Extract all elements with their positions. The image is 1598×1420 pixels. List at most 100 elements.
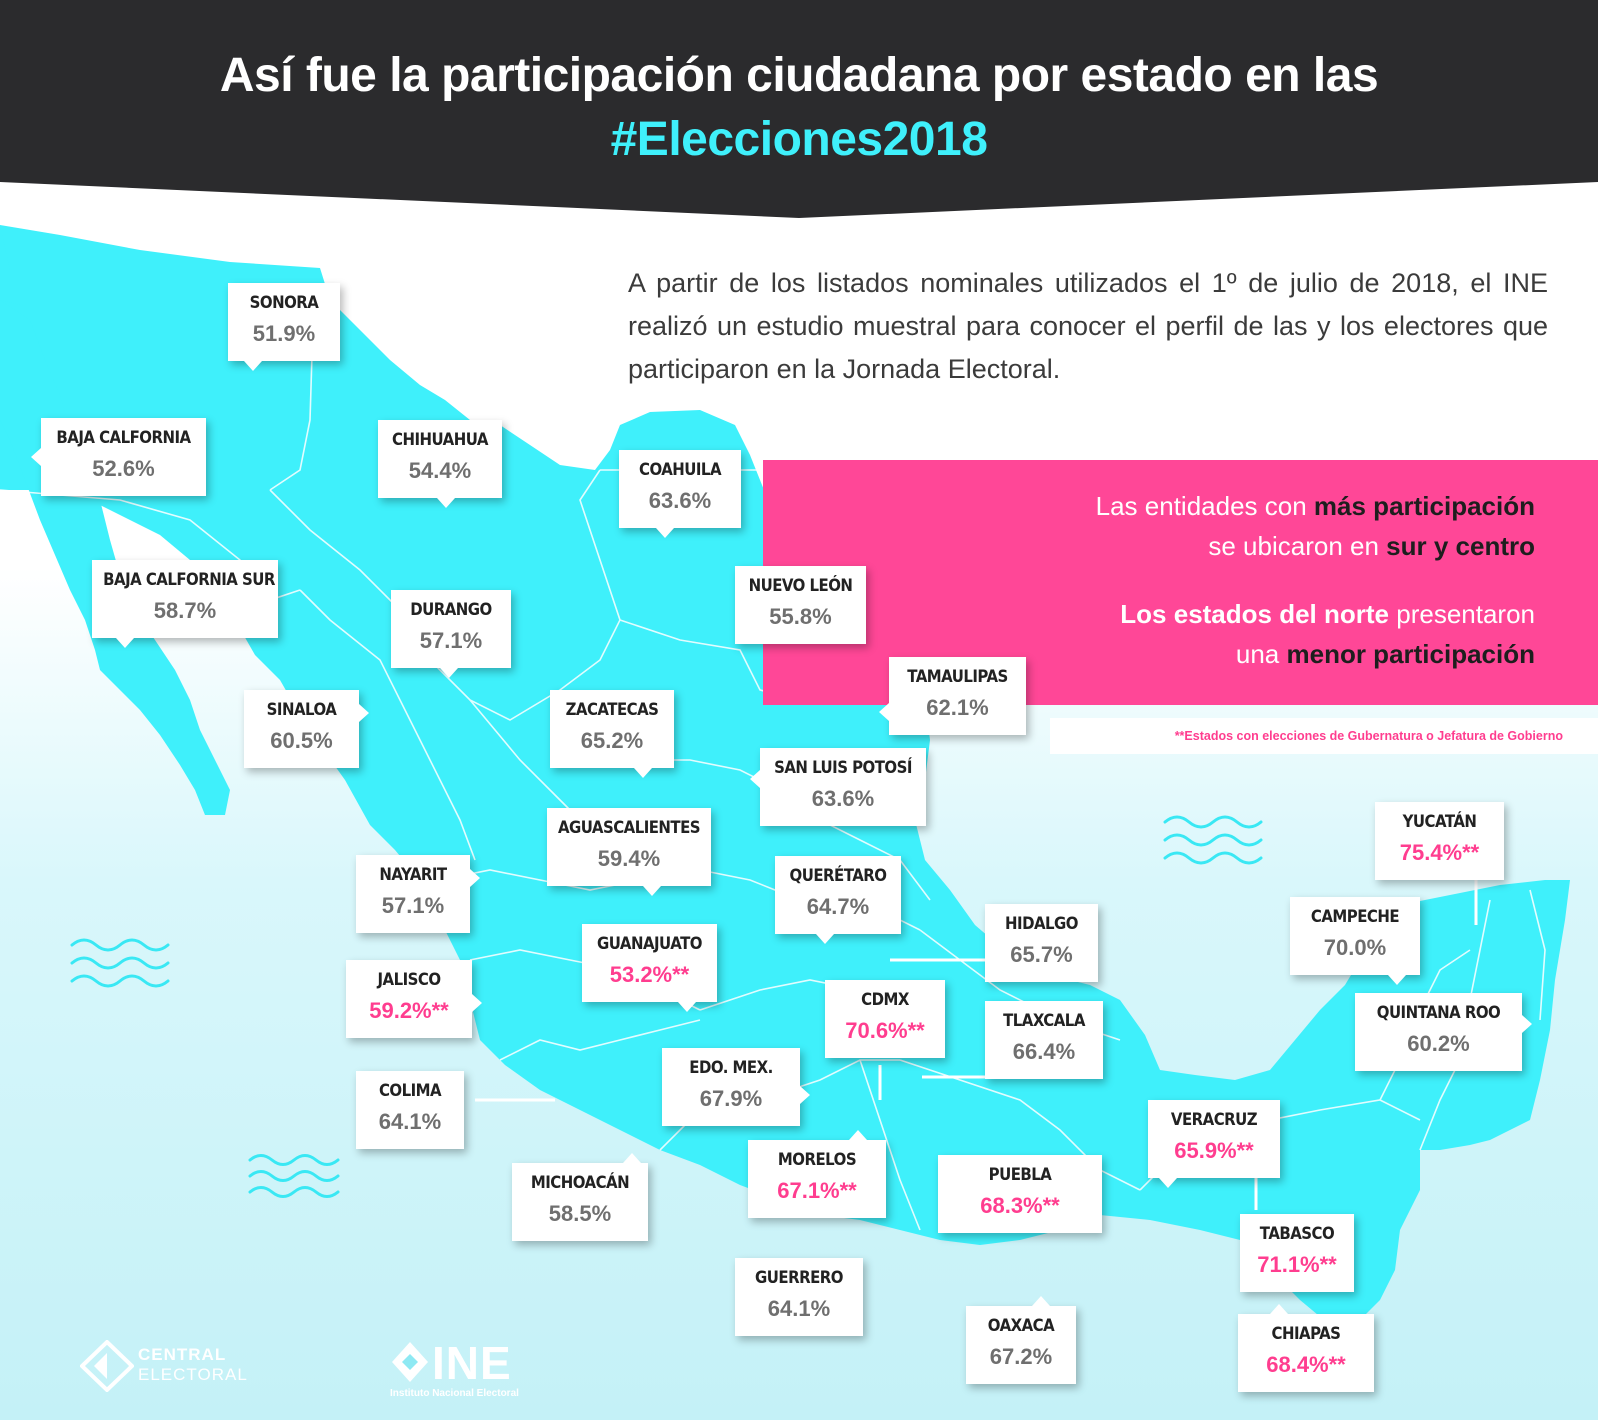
label-pointer (1031, 1296, 1050, 1306)
label-pointer (437, 498, 456, 508)
state-value: 67.1%** (777, 1178, 857, 1203)
label-pointer (470, 869, 480, 888)
highlight-line-1: Las entidades con más participación (1095, 491, 1535, 521)
label-pointer (816, 934, 835, 944)
state-value: 64.1% (767, 1296, 831, 1321)
highlight-line-2: se ubicaron en sur y centro (1208, 531, 1535, 561)
state-name: TLAXCALA (1003, 1011, 1085, 1031)
state-value: 70.6%** (845, 1018, 925, 1043)
state-name: YUCATÁN (1402, 812, 1477, 832)
state-label-oaxaca: OAXACA 67.2% (966, 1296, 1076, 1384)
label-pointer (1269, 1304, 1288, 1314)
state-label-zacatecas: ZACATECAS 65.2% (550, 690, 674, 778)
state-label-coahuila: COAHUILA 63.6% (619, 450, 741, 538)
header-banner: Así fue la participación ciudadana por e… (0, 0, 1598, 220)
state-value: 68.4%** (1266, 1352, 1346, 1377)
state-label-michoacan: MICHOACÁN 58.5% (512, 1153, 648, 1241)
state-name: SONORA (249, 293, 319, 313)
state-name: JALISCO (377, 970, 441, 990)
state-name: COAHUILA (638, 460, 722, 480)
state-label-guanajuato: GUANAJUATO 53.2%** (582, 924, 717, 1012)
state-value: 55.8% (769, 604, 832, 629)
state-name: BAJA CALFORNIA (56, 428, 191, 448)
state-label-cdmx: CDMX 70.6%** (825, 980, 945, 1058)
state-value: 75.4%** (1399, 840, 1480, 865)
state-value: 63.6% (811, 786, 875, 811)
state-value: 64.1% (378, 1109, 442, 1134)
state-value: 60.2% (1407, 1031, 1470, 1056)
label-pointer (642, 886, 661, 896)
label-pointer (622, 1153, 641, 1163)
state-label-baja-california: BAJA CALFORNIA 52.6% (31, 418, 206, 496)
state-label-baja-california-sur: BAJA CALFORNIA SUR 58.7% (92, 560, 278, 648)
label-pointer (678, 1002, 697, 1012)
central-electoral-text-1: CENTRAL (138, 1345, 227, 1364)
state-value: 66.4% (1012, 1039, 1076, 1064)
page-hashtag: #Elecciones2018 (610, 113, 988, 166)
state-name: CDMX (861, 990, 909, 1010)
state-label-veracruz: VERACRUZ 65.9%** (1148, 1100, 1280, 1188)
state-name: COLIMA (378, 1081, 442, 1101)
state-label-morelos: MORELOS 67.1%** (748, 1130, 886, 1218)
state-label-colima: COLIMA 64.1% (356, 1071, 464, 1149)
state-label-queretaro: QUERÉTARO 64.7% (775, 856, 901, 944)
central-electoral-logo: CENTRAL ELECTORAL (79, 1339, 247, 1397)
state-label-nayarit: NAYARIT 57.1% (356, 855, 480, 933)
label-pointer (1522, 1015, 1532, 1034)
state-name: EDO. MEX. (689, 1058, 773, 1078)
state-label-tamaulipas: TAMAULIPAS 62.1% (879, 657, 1026, 735)
state-name: TAMAULIPAS (907, 667, 1008, 687)
state-value: 51.9% (252, 321, 316, 346)
label-pointer (359, 704, 369, 723)
state-value: 53.2%** (609, 962, 690, 987)
state-name: SINALOA (266, 700, 337, 720)
state-name: OAXACA (987, 1316, 1055, 1336)
state-name: NUEVO LEÓN (748, 576, 853, 596)
state-label-puebla: PUEBLA 68.3%** (938, 1155, 1102, 1233)
state-name: TABASCO (1259, 1224, 1335, 1244)
state-value: 59.2%** (369, 998, 449, 1023)
state-label-chihuahua: CHIHUAHUA 54.4% (378, 420, 502, 508)
label-pointer (879, 702, 889, 721)
state-name: CHIAPAS (1271, 1324, 1341, 1344)
central-electoral-text-2: ELECTORAL (138, 1365, 248, 1384)
state-value: 57.1% (419, 628, 483, 653)
state-value: 63.6% (648, 488, 712, 513)
state-value: 67.2% (989, 1344, 1053, 1369)
state-label-nuevo-leon: NUEVO LEÓN 55.8% (735, 566, 866, 644)
ine-wordmark: INE (432, 1337, 512, 1389)
highlight-line-3: Los estados del norte presentaron (1120, 599, 1535, 629)
state-name: NAYARIT (379, 865, 447, 885)
state-label-chiapas: CHIAPAS 68.4%** (1238, 1304, 1374, 1392)
highlight-line-4: una menor participación (1235, 639, 1535, 669)
state-value: 58.5% (548, 1201, 612, 1226)
label-pointer (116, 638, 135, 648)
ine-logo: INE Instituto Nacional Electoral (390, 1337, 519, 1399)
state-name: PUEBLA (988, 1165, 1052, 1185)
state-value: 62.1% (926, 695, 989, 720)
state-name: SAN LUIS POTOSÍ (774, 758, 912, 778)
footnote: **Estados con elecciones de Gubernatura … (1050, 718, 1598, 754)
state-value: 70.0% (1323, 935, 1387, 960)
state-value: 65.7% (1010, 942, 1073, 967)
state-name: HIDALGO (1005, 914, 1078, 934)
state-label-durango: DURANGO 57.1% (391, 590, 511, 678)
state-value: 64.7% (806, 894, 870, 919)
label-pointer (656, 528, 675, 538)
state-value: 59.4% (597, 846, 661, 871)
state-value: 52.6% (92, 456, 155, 481)
state-value: 68.3%** (980, 1193, 1060, 1218)
header-background (0, 0, 1598, 218)
label-pointer (1387, 975, 1406, 985)
label-pointer (750, 770, 760, 789)
state-name: CHIHUAHUA (392, 430, 488, 450)
label-pointer (31, 448, 41, 466)
state-name: AGUASCALIENTES (557, 818, 701, 838)
state-name: MICHOACÁN (530, 1173, 630, 1193)
state-value: 54.4% (408, 458, 472, 483)
state-name: ZACATECAS (565, 700, 659, 720)
state-name: VERACRUZ (1170, 1110, 1258, 1130)
state-name: QUERÉTARO (789, 866, 887, 886)
intro-text: A partir de los listados nominales utili… (628, 268, 1548, 384)
state-label-campeche: CAMPECHE 70.0% (1290, 897, 1420, 985)
